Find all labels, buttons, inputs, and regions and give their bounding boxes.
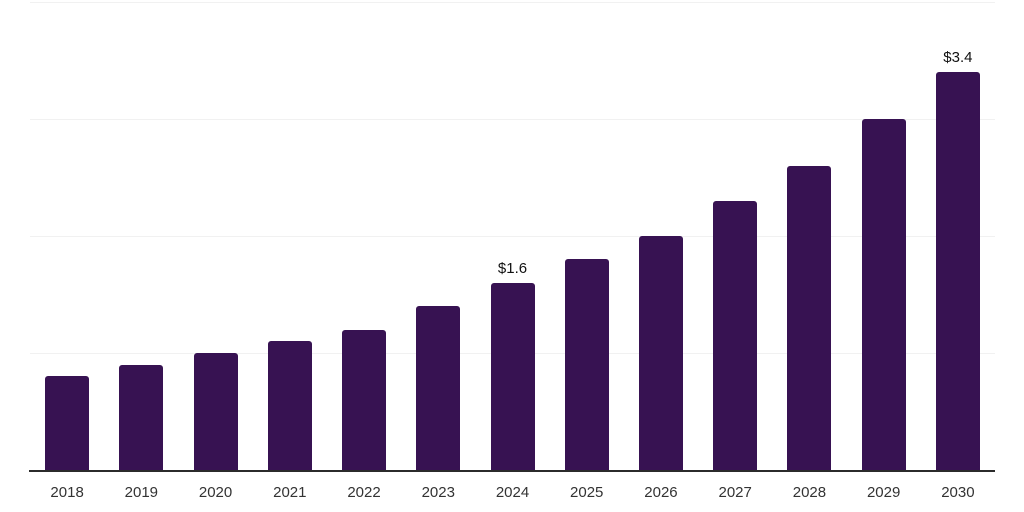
bar-2025 <box>564 259 609 470</box>
x-tick-label-2021: 2021 <box>273 484 307 501</box>
bar-2018 <box>45 376 90 470</box>
bar-2026 <box>638 236 683 470</box>
bar-2030 <box>935 72 980 470</box>
gridline <box>30 119 995 120</box>
x-tick-label-2027: 2027 <box>718 484 752 501</box>
x-tick-label-2018: 2018 <box>50 484 84 501</box>
x-tick-label-2024: 2024 <box>495 484 530 501</box>
bar-2029 <box>861 119 906 470</box>
bar-2023 <box>416 306 461 470</box>
bar-2024 <box>490 282 535 470</box>
x-tick-label-2025: 2025 <box>570 484 604 501</box>
bar-2020 <box>193 353 238 470</box>
x-tick-label-2029: 2029 <box>866 484 901 501</box>
bar-value-label-2024: $1.6 <box>497 259 528 277</box>
x-tick-label-2026: 2026 <box>644 484 678 501</box>
x-tick-label-2023: 2023 <box>421 484 455 501</box>
x-tick-label-2030: 2030 <box>941 484 975 501</box>
x-axis-line <box>29 470 995 472</box>
gridline <box>30 236 995 237</box>
bar-2027 <box>713 200 758 470</box>
x-tick-label-2022: 2022 <box>347 484 381 501</box>
gridline <box>30 2 995 3</box>
bar-2019 <box>119 364 164 470</box>
x-tick-label-2028: 2028 <box>792 484 827 501</box>
bar-value-label-2030: $3.4 <box>943 49 973 67</box>
plot-area: $1.6 $3.4 <box>30 2 995 470</box>
x-tick-label-2020: 2020 <box>198 484 233 501</box>
x-tick-label-2019: 2019 <box>124 484 159 501</box>
bar-2028 <box>787 165 832 470</box>
bar-2022 <box>342 329 387 470</box>
bar-2021 <box>267 341 312 470</box>
